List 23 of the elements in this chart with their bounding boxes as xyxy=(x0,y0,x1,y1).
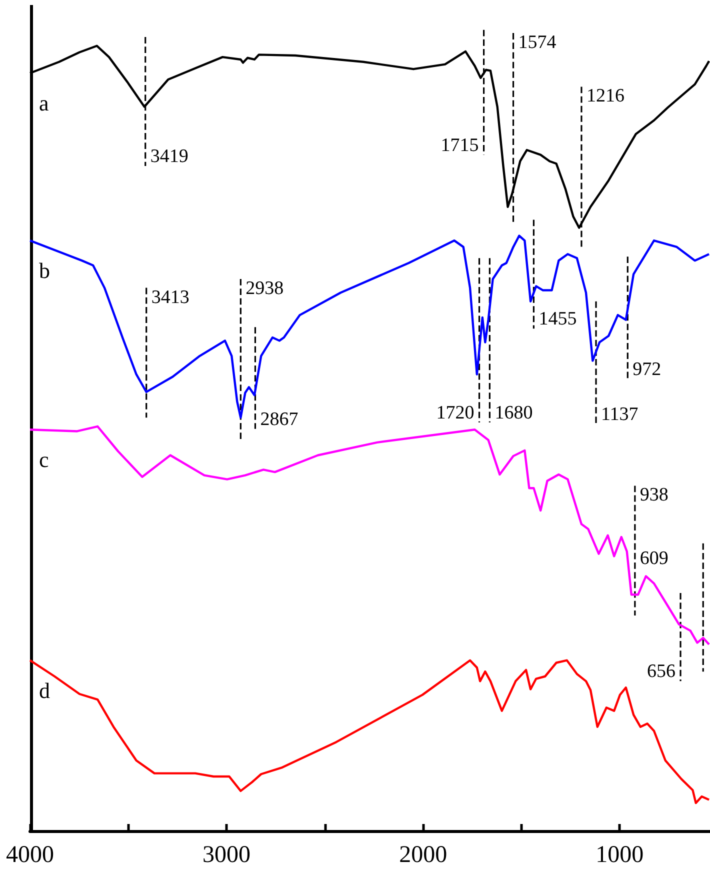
series-label: b xyxy=(39,258,50,284)
series-label: a xyxy=(39,90,49,116)
annotation: 1455 xyxy=(538,308,577,330)
annotation: 656 xyxy=(647,661,676,682)
annotation: 938 xyxy=(640,484,668,506)
annotation: 1680 xyxy=(494,402,533,424)
annotation: 1137 xyxy=(601,404,638,426)
x-tick-label: 3000 xyxy=(202,842,251,868)
series-label: c xyxy=(39,447,49,472)
annotation: 3413 xyxy=(151,286,190,308)
annotation: 1715 xyxy=(440,134,479,156)
x-tick-label: 4000 xyxy=(6,842,54,868)
annotation: 2867 xyxy=(260,408,298,430)
annotation: 1216 xyxy=(586,86,624,107)
annotation: 972 xyxy=(632,359,662,380)
series-label: d xyxy=(39,678,50,703)
x-tick-label: 2000 xyxy=(399,842,448,868)
annotation: 3419 xyxy=(150,146,188,168)
annotation: 1720 xyxy=(436,402,474,424)
x-tick-label: 1000 xyxy=(596,842,644,868)
annotation: 609 xyxy=(640,548,668,569)
annotation: 1574 xyxy=(518,32,557,54)
annotation: 2938 xyxy=(246,278,284,299)
